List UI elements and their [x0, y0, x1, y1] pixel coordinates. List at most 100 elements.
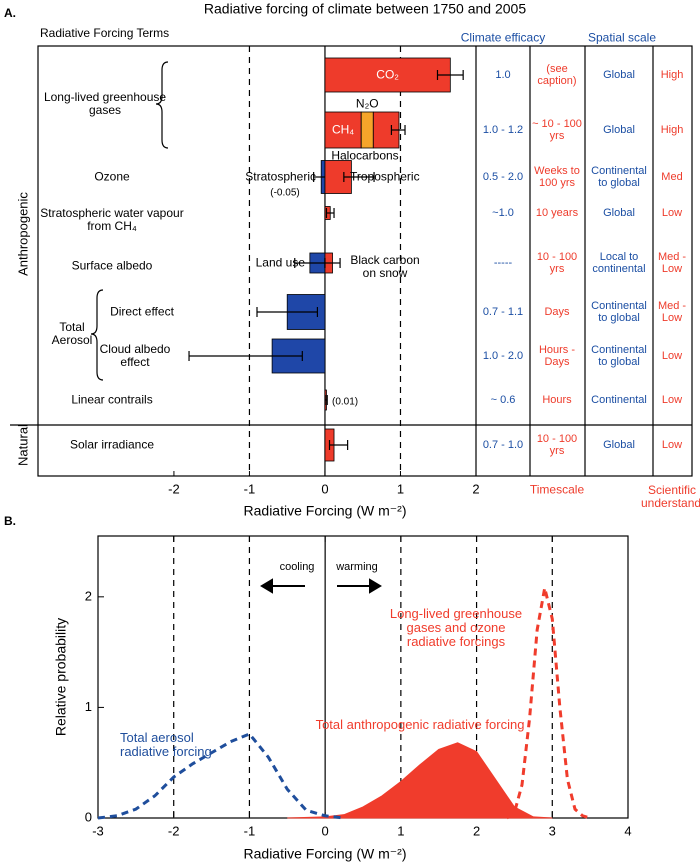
- row-label: Stratospheric water vapour from CH₄: [40, 206, 184, 233]
- x-tick-label: -1: [244, 823, 256, 838]
- bar-label: Land use: [255, 255, 305, 270]
- table-cell: Continental: [591, 394, 647, 406]
- table-cell: Med: [661, 171, 683, 183]
- table-cell: Low: [661, 207, 683, 219]
- table-cell: Global: [603, 207, 635, 219]
- bar-label: Stratospheric: [245, 169, 316, 184]
- table-cell: Continental to global: [591, 344, 647, 368]
- annotation: warming: [336, 561, 378, 573]
- x-axis-label: Radiative Forcing (W m⁻²): [244, 503, 407, 519]
- title: Radiative forcing of climate between 175…: [204, 1, 526, 17]
- group-label: Natural: [15, 424, 30, 466]
- arrows: [260, 578, 382, 594]
- table-cell: ~ 0.6: [490, 394, 516, 406]
- row-header: Radiative Forcing Terms: [40, 26, 169, 40]
- table-cell: Med - Low: [657, 251, 687, 275]
- bar-label: Halocarbons: [331, 148, 399, 163]
- line: [505, 587, 591, 820]
- row-label: Cloud albedo effect: [99, 342, 171, 369]
- y-tick-label: 1: [85, 699, 92, 714]
- table-cell: Weeks to 100 yrs: [534, 165, 580, 189]
- series-label: Total aerosol radiative forcing: [120, 730, 212, 759]
- x-tick-label: 1: [397, 481, 404, 496]
- y-tick-label: 2: [85, 588, 92, 603]
- panel-a-frame: [10, 45, 693, 477]
- x-tick-label: 3: [549, 823, 556, 838]
- table-cell: 0.5 - 2.0: [482, 171, 524, 183]
- x-tick-label: 0: [322, 823, 329, 838]
- x-tick-label: -1: [244, 481, 256, 496]
- x-tick-label: 2: [472, 481, 479, 496]
- table-cell: (see caption): [537, 63, 577, 87]
- table-cell: Low: [661, 394, 683, 406]
- x-axis-label: Radiative Forcing (W m⁻²): [244, 846, 407, 862]
- group-label: Anthropogenic: [15, 192, 30, 276]
- row-label: Direct effect: [110, 304, 174, 319]
- value-label: (0.01): [332, 396, 359, 408]
- table-cell: Local to continental: [592, 251, 646, 275]
- table-cell: 1.0: [495, 69, 511, 81]
- table-cell: ~1.0: [492, 207, 514, 219]
- x-tick-label: 0: [321, 481, 328, 496]
- table-cell: Hours: [542, 394, 572, 406]
- table-cell: 0.7 - 1.0: [482, 439, 524, 451]
- row-label: Ozone: [94, 169, 130, 184]
- table-cell: ~ 10 - 100 yrs: [532, 118, 582, 142]
- brace: [155, 61, 169, 149]
- table-cell: 1.0 - 1.2: [482, 124, 524, 136]
- column-header: Climate efficacy: [460, 30, 546, 45]
- series-label: Total anthropogenic radiative forcing: [315, 717, 525, 732]
- row-label: Surface albedo: [71, 258, 153, 273]
- column-header: Spatial scale: [587, 30, 657, 45]
- y-tick-label: 0: [85, 809, 92, 824]
- row-label: Linear contrails: [71, 392, 153, 407]
- table-cell: Global: [603, 69, 635, 81]
- table-cell: Days: [544, 306, 570, 318]
- table-cell: Med - Low: [657, 300, 687, 324]
- frame: [37, 45, 693, 477]
- arrow-head: [369, 578, 382, 594]
- table-cell: Hours - Days: [538, 344, 576, 368]
- column-header: Timescale: [529, 482, 585, 497]
- bar-label: N₂O: [355, 96, 379, 111]
- table-cell: Continental to global: [591, 165, 647, 189]
- bar-label: CO₂: [376, 67, 399, 82]
- table-cell: High: [660, 69, 684, 81]
- x-tick-label: -3: [92, 823, 104, 838]
- table-cell: 10 - 100 yrs: [536, 251, 578, 275]
- bar-label: CH₄: [331, 122, 355, 137]
- subgroup-label: Long-lived greenhouse gases: [43, 90, 167, 117]
- x-tick-label: 4: [624, 823, 631, 838]
- panel-label: B.: [4, 514, 16, 528]
- table-cell: -----: [493, 257, 513, 269]
- table-cell: Global: [603, 439, 635, 451]
- value-label: (-0.05): [270, 187, 300, 199]
- table-cell: Low: [661, 350, 683, 362]
- line: [97, 732, 345, 820]
- area: [287, 742, 553, 819]
- table-cell: 10 years: [535, 207, 579, 219]
- column-header: Scientific understanding: [641, 483, 700, 510]
- table-cell: Continental to global: [591, 300, 647, 324]
- panel-label: A.: [4, 6, 16, 20]
- table-cell: High: [660, 124, 684, 136]
- table-cell: Global: [603, 124, 635, 136]
- table-cell: Low: [661, 439, 683, 451]
- annotation: cooling: [279, 561, 315, 573]
- bar-label: Black carbon on snow: [350, 253, 420, 280]
- table-cell: 1.0 - 2.0: [482, 350, 524, 362]
- brace: [90, 289, 104, 381]
- bar-label: Tropospheric: [350, 169, 420, 184]
- bar: [360, 111, 374, 149]
- y-axis-label: Relative probability: [53, 618, 69, 736]
- x-tick-label: -2: [168, 481, 180, 496]
- x-tick-label: 2: [473, 823, 480, 838]
- table-cell: 10 - 100 yrs: [536, 433, 578, 457]
- table-cell: 0.7 - 1.1: [482, 306, 524, 318]
- series-label: Long-lived greenhouse gases and ozone ra…: [389, 606, 523, 649]
- x-tick-label: -2: [168, 823, 180, 838]
- subgroup-label: Total Aerosol: [51, 320, 93, 347]
- arrow-head: [260, 578, 273, 594]
